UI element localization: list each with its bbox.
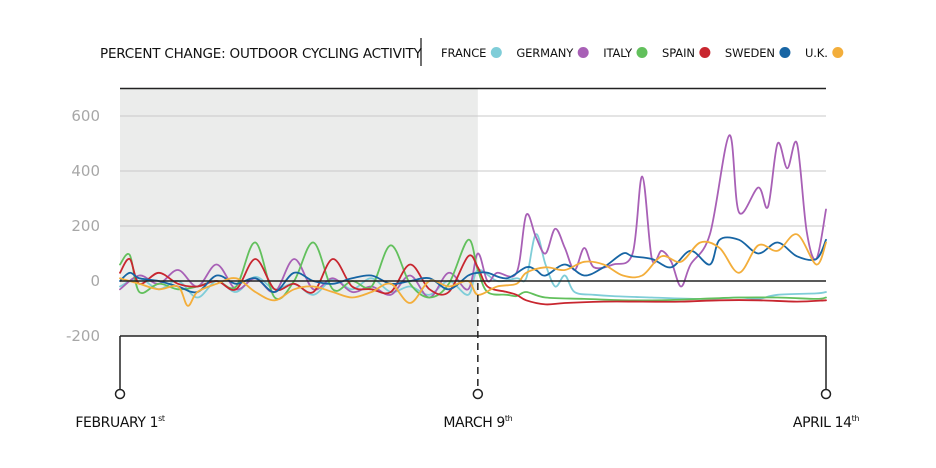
legend-dot-sweden xyxy=(779,47,791,58)
y-tick-label: 600 xyxy=(71,107,100,125)
y-tick-label: 400 xyxy=(71,162,100,180)
legend-dot-italy xyxy=(636,47,648,58)
series-line-france xyxy=(119,233,827,300)
legend: FRANCE GERMANY ITALY SPAIN SWEDEN U.K. xyxy=(441,46,844,60)
date-timeline: FEBRUARY 1st MARCH 9th APRIL 14th xyxy=(75,283,860,431)
legend-dot-germany xyxy=(577,47,589,58)
series-line-germany xyxy=(119,134,827,299)
marker-dot-april-14 xyxy=(820,388,832,400)
gridlines xyxy=(120,115,826,227)
pre-march-shaded-region xyxy=(120,88,478,336)
series-line-sweden xyxy=(119,236,827,294)
series-lines xyxy=(119,134,827,307)
legend-label-france: FRANCE xyxy=(441,46,486,60)
series-line-uk xyxy=(119,233,827,307)
date-label-april-14: APRIL 14th xyxy=(793,414,859,431)
legend-dot-spain xyxy=(699,47,711,58)
legend-label-italy: ITALY xyxy=(603,46,633,60)
date-label-february-1: FEBRUARY 1st xyxy=(75,414,165,431)
marker-dot-march-9 xyxy=(472,388,484,400)
y-tick-label: 200 xyxy=(71,217,100,235)
legend-label-uk: U.K. xyxy=(805,46,828,60)
legend-label-sweden: SWEDEN xyxy=(725,46,775,60)
y-tick-label: -200 xyxy=(66,327,100,345)
legend-label-spain: SPAIN xyxy=(662,46,695,60)
chart-title: PERCENT CHANGE: OUTDOOR CYCLING ACTIVITY xyxy=(100,46,423,62)
chart-header: PERCENT CHANGE: OUTDOOR CYCLING ACTIVITY… xyxy=(100,38,844,66)
y-tick-label: 0 xyxy=(90,272,100,290)
legend-dot-france xyxy=(490,47,502,58)
marker-dot-february-1 xyxy=(114,388,126,400)
legend-dot-uk xyxy=(832,47,844,58)
legend-label-germany: GERMANY xyxy=(516,46,574,60)
date-label-march-9: MARCH 9th xyxy=(443,414,512,431)
y-axis-ticks: 600 400 200 0 -200 xyxy=(66,107,100,345)
